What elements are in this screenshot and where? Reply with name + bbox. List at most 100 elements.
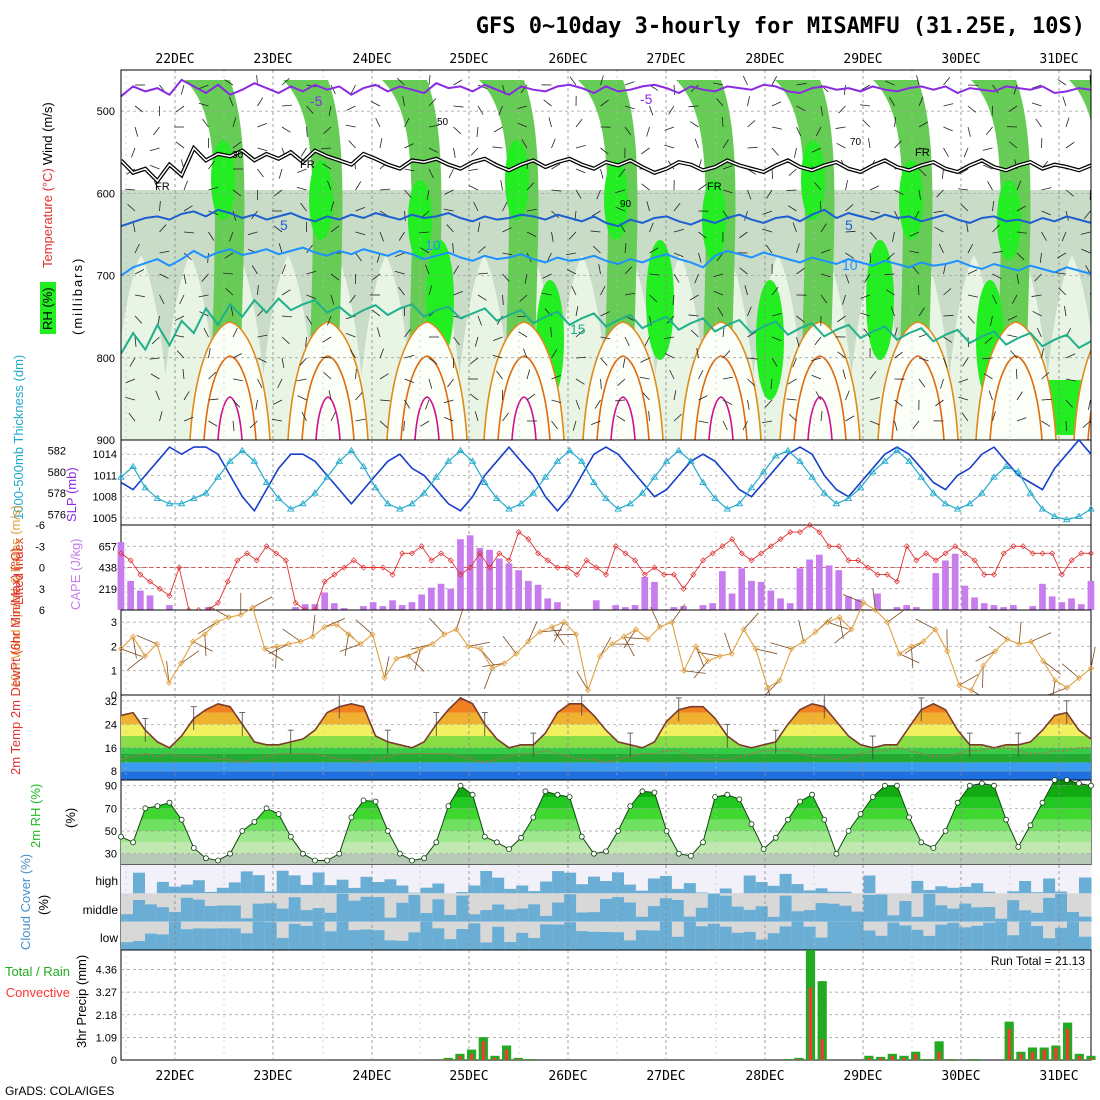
barb-8-36 [1016,252,1025,261]
surface-barb-27 [429,617,445,635]
surface-barb-61 [834,629,852,644]
thickness-point-29 [468,457,477,464]
precip-conv-bar-28 [446,1059,450,1060]
barb-8-31 [886,252,895,260]
rh-point-9 [227,850,234,857]
rh-point-29 [469,791,476,798]
barb-2-38 [1065,117,1070,128]
thickness-point-62 [868,468,877,475]
barb-1-0 [134,105,144,113]
cloud-bg-1-66 [911,893,924,922]
cloud-fill-1-23 [396,902,409,922]
barb-3-13 [453,147,456,158]
cape-bar-84 [932,573,940,610]
wind-point-78 [1052,677,1059,684]
cloud-fill-2-72 [983,922,996,950]
cloud-fill-2-56 [791,921,805,950]
barb-11-31 [890,306,895,317]
barb-15-36 [1016,391,1023,401]
barb-1-16 [517,105,528,109]
rh-point-60 [845,828,852,834]
barb-12-6 [281,336,290,344]
date-top-27DEC: 27DEC [646,52,685,67]
barb-9-32 [912,266,920,275]
barb-3-26 [771,147,779,156]
thickness-point-79 [1075,512,1083,519]
barb-14-32 [918,378,926,388]
rh-point-21 [372,798,379,805]
cape-bar-100 [1087,580,1095,610]
cape-bar-23 [340,608,348,610]
surface-barb-63 [872,588,876,611]
barb-16-8 [330,411,336,422]
li-point-24 [350,557,357,564]
precip-conv-bar-79 [1042,1049,1046,1060]
cloud-fill-2-0 [121,942,134,950]
cloud-fill-0-66 [911,880,924,894]
cloud-fill-1-53 [755,906,769,922]
wind-point-26 [429,640,436,648]
precip-total-bar-34 [513,1057,523,1060]
thickness-point-5 [177,499,186,507]
cloud-bg-0-69 [947,865,960,894]
thickness-point-41 [614,505,622,512]
isotherm-25-dome-8 [989,355,1043,440]
thickness-point-49 [711,494,719,501]
barb-14-18 [575,378,585,385]
barb-5-16 [526,182,535,191]
rh-point-14 [287,833,294,840]
wind-point-57 [800,638,807,645]
cloud-fill-1-63 [875,894,888,922]
barb-5-35 [987,181,993,191]
wind-point-28 [453,626,460,633]
rh-point-0 [118,833,124,840]
precip-total-bar-71 [946,1059,956,1060]
rh-moist-9 [1069,80,1091,122]
cape-bar-99 [1077,604,1085,610]
surface-barb-60 [839,617,844,640]
cloud-fill-0-42 [624,884,637,894]
cape-bar-42 [525,580,532,610]
rh-point-72 [991,782,997,789]
barb-3-10 [379,138,383,149]
barb-12-30 [863,328,871,338]
barb-5-11 [404,189,412,198]
cloud-fill-0-44 [647,878,661,894]
surface-barb-44 [625,637,648,640]
barb-6-36 [1016,205,1026,212]
barb-3-16 [521,139,528,149]
wind-point-68 [932,626,939,633]
precip-conv-bar-60 [820,1039,824,1060]
cloud-fill-1-76 [1031,912,1044,922]
isotherm-20-dome-7 [877,321,959,440]
temp-axis-label: 2m Temp 2m DewPt (6hr Min/Max) (°C) [8,548,23,775]
barb-2-11 [404,117,410,128]
cloud-bg-0-43 [635,865,649,894]
barb-2-37 [1035,118,1042,128]
wind-tick-1: 1 [111,666,117,678]
rh-point-53 [760,846,767,852]
surface-barb-40 [599,636,612,657]
barb-15-31 [894,399,903,407]
barb-6-16 [526,208,537,212]
li-point-52 [622,550,629,557]
li-tick-0: 0 [39,563,45,575]
wind-point-33 [513,650,520,657]
barb-13-34 [962,357,969,367]
rh-band-0 [121,853,1091,865]
barb-11-34 [967,315,975,324]
cape-bar-2 [137,590,144,610]
cloud-fill-1-34 [528,904,541,922]
barb-5-12 [426,189,430,200]
li-point-87 [961,550,968,557]
cloud-fill-0-11 [252,875,266,894]
barb-14-22 [669,369,675,380]
cloud-fill-0-22 [384,879,397,894]
rh-shading [121,70,1091,440]
cape-bar-32 [428,587,435,610]
wind-point-71 [968,687,975,694]
barb-13-20 [622,357,626,368]
cloud-fill-2-22 [384,940,397,950]
barb-2-26 [771,126,782,130]
barb-12-2 [174,334,185,338]
